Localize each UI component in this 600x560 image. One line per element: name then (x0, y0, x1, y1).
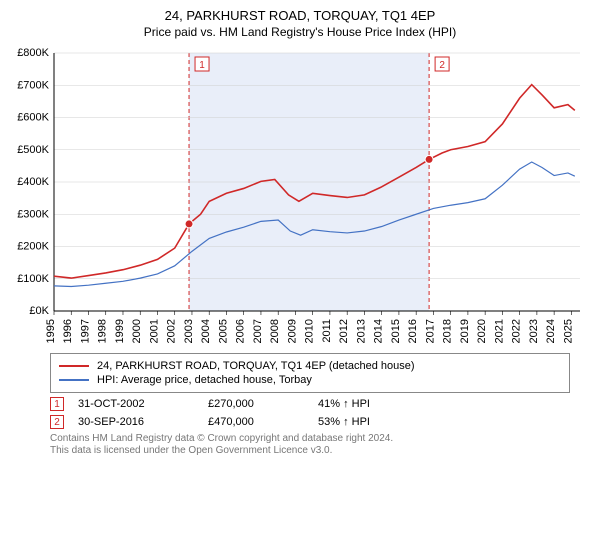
svg-text:1: 1 (199, 60, 205, 71)
svg-text:2001: 2001 (148, 319, 160, 343)
svg-text:£200K: £200K (17, 241, 49, 253)
svg-text:2: 2 (439, 60, 445, 71)
legend-item: 24, PARKHURST ROAD, TORQUAY, TQ1 4EP (de… (59, 360, 561, 372)
transaction-row: 2 30-SEP-2016 £470,000 53% ↑ HPI (50, 415, 570, 429)
svg-text:1998: 1998 (97, 319, 109, 343)
svg-text:2002: 2002 (166, 319, 178, 343)
svg-text:2022: 2022 (511, 319, 523, 343)
svg-text:2012: 2012 (338, 319, 350, 343)
svg-text:2009: 2009 (286, 319, 298, 343)
transaction-delta: 41% ↑ HPI (318, 398, 438, 410)
svg-text:£800K: £800K (17, 47, 49, 59)
marker-number: 2 (54, 417, 60, 428)
svg-text:2017: 2017 (424, 319, 436, 343)
legend: 24, PARKHURST ROAD, TORQUAY, TQ1 4EP (de… (50, 353, 570, 393)
footer-line: Contains HM Land Registry data © Crown c… (50, 433, 570, 445)
svg-text:1995: 1995 (45, 319, 57, 343)
transaction-price: £270,000 (208, 398, 318, 410)
price-chart: £0K £100K £200K £300K £400K £500K £600K £700K £8… (10, 47, 590, 347)
svg-text:2024: 2024 (545, 319, 557, 343)
footer-line: This data is licensed under the Open Gov… (50, 445, 570, 457)
legend-swatch (59, 379, 89, 381)
svg-text:2016: 2016 (407, 319, 419, 343)
svg-text:2004: 2004 (200, 319, 212, 343)
svg-text:2014: 2014 (373, 319, 385, 343)
svg-text:2013: 2013 (355, 319, 367, 343)
svg-text:2023: 2023 (528, 319, 540, 343)
page-subtitle: Price paid vs. HM Land Registry's House … (10, 25, 590, 39)
transaction-row: 1 31-OCT-2002 £270,000 41% ↑ HPI (50, 397, 570, 411)
svg-text:2021: 2021 (493, 319, 505, 343)
svg-text:2025: 2025 (562, 319, 574, 343)
svg-text:2006: 2006 (235, 319, 247, 343)
page: 24, PARKHURST ROAD, TORQUAY, TQ1 4EP Pri… (0, 0, 600, 465)
legend-swatch (59, 365, 89, 367)
svg-text:1997: 1997 (79, 319, 91, 343)
svg-text:2015: 2015 (390, 319, 402, 343)
legend-label: HPI: Average price, detached house, Torb… (97, 374, 312, 386)
transaction-date: 30-SEP-2016 (78, 416, 208, 428)
svg-text:2008: 2008 (269, 319, 281, 343)
svg-text:£500K: £500K (17, 144, 49, 156)
svg-text:2007: 2007 (252, 319, 264, 343)
svg-text:£700K: £700K (17, 79, 49, 91)
svg-text:2019: 2019 (459, 319, 471, 343)
svg-text:2003: 2003 (183, 319, 195, 343)
svg-text:£0K: £0K (29, 305, 49, 317)
svg-text:1999: 1999 (114, 319, 126, 343)
svg-text:2005: 2005 (217, 319, 229, 343)
transaction-price: £470,000 (208, 416, 318, 428)
svg-text:2010: 2010 (304, 319, 316, 343)
legend-label: 24, PARKHURST ROAD, TORQUAY, TQ1 4EP (de… (97, 360, 415, 372)
svg-text:2011: 2011 (321, 319, 333, 343)
svg-text:1996: 1996 (62, 319, 74, 343)
svg-text:2018: 2018 (442, 319, 454, 343)
svg-text:£600K: £600K (17, 112, 49, 124)
svg-text:£400K: £400K (17, 176, 49, 188)
legend-item: HPI: Average price, detached house, Torb… (59, 374, 561, 386)
svg-text:2020: 2020 (476, 319, 488, 343)
transaction-delta: 53% ↑ HPI (318, 416, 438, 428)
marker-badge: 1 (50, 397, 64, 411)
svg-text:£300K: £300K (17, 208, 49, 220)
transaction-list: 1 31-OCT-2002 £270,000 41% ↑ HPI 2 30-SE… (50, 397, 570, 429)
transaction-date: 31-OCT-2002 (78, 398, 208, 410)
footer: Contains HM Land Registry data © Crown c… (50, 433, 570, 457)
marker-number: 1 (54, 399, 60, 410)
svg-text:£100K: £100K (17, 273, 49, 285)
page-title: 24, PARKHURST ROAD, TORQUAY, TQ1 4EP (10, 8, 590, 23)
marker-badge: 2 (50, 415, 64, 429)
svg-text:2000: 2000 (131, 319, 143, 343)
